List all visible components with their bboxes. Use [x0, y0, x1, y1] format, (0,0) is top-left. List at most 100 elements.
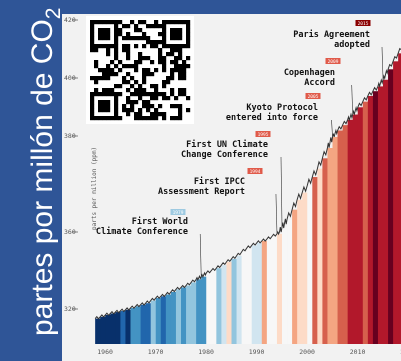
- qr-module: [90, 20, 95, 25]
- year-badge: [255, 131, 271, 137]
- qr-module: [170, 20, 175, 25]
- qr-module: [146, 24, 151, 29]
- stripe-1999: [302, 192, 308, 344]
- stripe-1983: [221, 265, 227, 344]
- qr-module: [106, 76, 111, 81]
- stripe-2001: [312, 177, 318, 344]
- qr-module: [186, 108, 191, 113]
- year-badge-label: 1979: [173, 210, 184, 216]
- stripe-1975: [181, 287, 187, 344]
- qr-module: [154, 112, 159, 117]
- qr-module: [114, 52, 119, 57]
- qr-module: [142, 72, 147, 77]
- x-tick-label: 1970: [148, 348, 164, 356]
- qr-module: [138, 116, 143, 121]
- annotation-text: Accord: [304, 78, 335, 88]
- annotation-leader: [275, 193, 278, 233]
- qr-module: [102, 72, 107, 77]
- qr-module: [170, 48, 175, 53]
- qr-module: [186, 40, 191, 45]
- qr-module: [106, 116, 111, 121]
- qr-module: [110, 68, 115, 73]
- qr-module: [170, 88, 175, 93]
- qr-module: [154, 44, 159, 49]
- year-badge: [247, 168, 263, 174]
- qr-module: [178, 72, 183, 77]
- qr-module: [174, 28, 179, 33]
- qr-module: [170, 104, 175, 109]
- y-tick-label: 420: [64, 16, 76, 24]
- qr-module: [178, 108, 183, 113]
- stripe-1977: [191, 282, 197, 344]
- qr-module: [106, 44, 111, 49]
- qr-module: [130, 20, 135, 25]
- stripe-2018: [398, 53, 401, 344]
- qr-module: [126, 44, 131, 49]
- qr-module: [94, 76, 99, 81]
- qr-module: [102, 108, 107, 113]
- qr-module: [134, 88, 139, 93]
- side-label-sub: 2: [42, 8, 65, 20]
- stripe-1985: [231, 258, 237, 344]
- qr-module: [98, 68, 103, 73]
- stripe-1980: [206, 273, 212, 344]
- qr-module: [114, 24, 119, 29]
- qr-module: [170, 52, 175, 57]
- side-label: partes por millón de CO2: [26, 8, 65, 337]
- qr-module: [170, 72, 175, 77]
- qr-module: [162, 28, 167, 33]
- qr-module: [90, 48, 95, 53]
- qr-module: [142, 88, 147, 93]
- qr-module: [134, 92, 139, 97]
- qr-module: [186, 32, 191, 37]
- qr-module: [90, 76, 95, 81]
- qr-module: [106, 52, 111, 57]
- qr-module: [114, 92, 119, 97]
- annotation-text: Change Conference: [181, 150, 268, 160]
- stripe-2015: [383, 79, 389, 345]
- stripe-1966: [135, 306, 141, 344]
- qr-module: [134, 28, 139, 33]
- qr-module: [162, 92, 167, 97]
- qr-module: [162, 84, 167, 89]
- qr-module: [178, 32, 183, 37]
- stripe-1992: [266, 239, 273, 344]
- qr-module: [154, 92, 159, 97]
- qr-module: [114, 20, 119, 25]
- qr-module: [178, 76, 183, 81]
- stripe-1988: [246, 248, 253, 344]
- annotation-text: First UN Climate: [186, 139, 268, 150]
- qr-module: [114, 48, 119, 53]
- qr-module: [182, 68, 187, 73]
- annotation-text: Copenhagen: [284, 68, 335, 78]
- qr-module: [178, 116, 183, 121]
- stripe-1962: [115, 312, 121, 344]
- qr-module: [98, 20, 103, 25]
- qr-module: [102, 104, 107, 109]
- qr-module: [142, 80, 147, 85]
- qr-module: [126, 96, 131, 101]
- qr-module: [102, 92, 107, 97]
- annotation-text: entered into force: [226, 112, 318, 123]
- qr-module: [170, 44, 175, 49]
- stripe-1981: [211, 270, 217, 344]
- annotation-text: Paris Agreement: [293, 29, 370, 40]
- qr-module: [150, 116, 155, 121]
- qr-module: [170, 92, 175, 97]
- qr-module: [162, 64, 167, 69]
- co2-series-line: [94, 47, 401, 320]
- qr-module: [186, 28, 191, 33]
- qr-module: [118, 32, 123, 37]
- qr-module: [94, 20, 99, 25]
- qr-module: [178, 48, 183, 53]
- qr-module: [162, 60, 167, 65]
- stripe-2002: [317, 168, 323, 344]
- qr-module: [166, 44, 171, 49]
- qr-module: [98, 32, 103, 37]
- x-tick-label: 2000: [299, 348, 315, 356]
- qr-module: [106, 68, 111, 73]
- x-tick-label: 1990: [249, 348, 265, 356]
